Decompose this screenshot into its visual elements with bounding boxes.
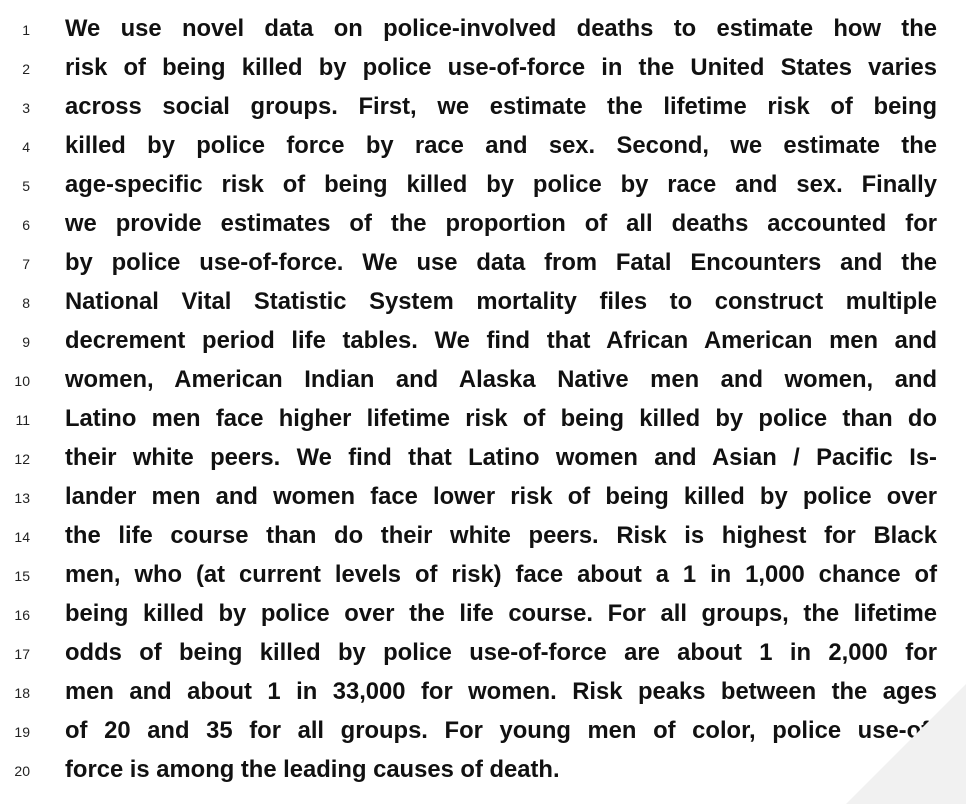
line-text: decrement period life tables. We find th… (65, 327, 937, 354)
text-line: 15 men, who (at current levels of risk) … (0, 558, 966, 597)
text-line: 4 killed by police force by race and sex… (0, 129, 966, 168)
text-line: 18 men and about 1 in 33,000 for women. … (0, 675, 966, 714)
text-line: 10 women, American Indian and Alaska Nat… (0, 363, 966, 402)
text-line: 2 risk of being killed by police use-of-… (0, 51, 966, 90)
text-line: 9 decrement period life tables. We find … (0, 324, 966, 363)
line-text: being killed by police over the life cou… (65, 600, 937, 627)
text-line: 19 of 20 and 35 for all groups. For youn… (0, 714, 966, 753)
line-text: of 20 and 35 for all groups. For young m… (65, 717, 937, 744)
line-number: 7 (22, 256, 30, 272)
line-number: 4 (22, 139, 30, 155)
line-text: odds of being killed by police use-of-fo… (65, 639, 937, 666)
text-line: 8 National Vital Statistic System mortal… (0, 285, 966, 324)
line-number: 17 (14, 646, 30, 662)
line-number: 10 (14, 373, 30, 389)
line-number: 1 (22, 22, 30, 38)
page-corner-shade (846, 684, 966, 804)
line-number: 13 (14, 490, 30, 506)
line-text: we provide estimates of the proportion o… (65, 210, 937, 237)
line-text: National Vital Statistic System mortalit… (65, 288, 937, 315)
line-text: killed by police force by race and sex. … (65, 132, 937, 159)
line-number: 14 (14, 529, 30, 545)
line-text: We use novel data on police-involved dea… (65, 15, 937, 42)
text-line: 13 lander men and women face lower risk … (0, 480, 966, 519)
line-text: force is among the leading causes of dea… (65, 756, 560, 783)
line-text: by police use-of-force. We use data from… (65, 249, 937, 276)
text-line: 17 odds of being killed by police use-of… (0, 636, 966, 675)
line-text: men, who (at current levels of risk) fac… (65, 561, 937, 588)
text-line: 16 being killed by police over the life … (0, 597, 966, 636)
text-line: 5 age-specific risk of being killed by p… (0, 168, 966, 207)
text-line: 7 by police use-of-force. We use data fr… (0, 246, 966, 285)
line-number: 5 (22, 178, 30, 194)
line-text: men and about 1 in 33,000 for women. Ris… (65, 678, 937, 705)
line-number: 3 (22, 100, 30, 116)
text-line: 20 force is among the leading causes of … (0, 753, 966, 792)
line-text: Latino men face higher lifetime risk of … (65, 405, 937, 432)
line-text: women, American Indian and Alaska Native… (65, 366, 937, 393)
text-line: 3 across social groups. First, we estima… (0, 90, 966, 129)
line-number: 11 (15, 412, 30, 428)
text-line: 11 Latino men face higher lifetime risk … (0, 402, 966, 441)
line-text: across social groups. First, we estimate… (65, 93, 937, 120)
line-number: 18 (14, 685, 30, 701)
line-text: lander men and women face lower risk of … (65, 483, 937, 510)
text-line: 12 their white peers. We find that Latin… (0, 441, 966, 480)
line-number: 8 (22, 295, 30, 311)
line-text: their white peers. We find that Latino w… (65, 444, 937, 471)
line-number: 16 (14, 607, 30, 623)
line-number: 15 (14, 568, 30, 584)
line-number: 6 (22, 217, 30, 233)
line-text: risk of being killed by police use-of-fo… (65, 54, 937, 81)
text-line: 14 the life course than do their white p… (0, 519, 966, 558)
line-text: the life course than do their white peer… (65, 522, 937, 549)
line-number: 2 (22, 61, 30, 77)
line-number: 19 (14, 724, 30, 740)
line-number: 20 (14, 763, 30, 779)
text-line: 1 We use novel data on police-involved d… (0, 12, 966, 51)
line-number: 12 (14, 451, 30, 467)
line-text: age-specific risk of being killed by pol… (65, 171, 937, 198)
line-number: 9 (22, 334, 30, 350)
text-line: 6 we provide estimates of the proportion… (0, 207, 966, 246)
